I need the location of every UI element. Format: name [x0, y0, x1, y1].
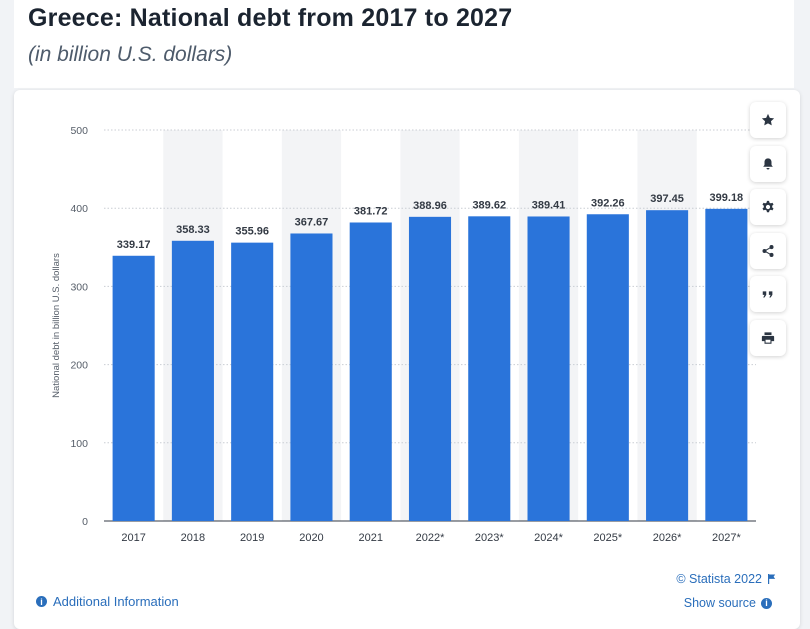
data-label: 339.17: [117, 239, 151, 251]
info-icon: i: [761, 597, 772, 609]
bar: [705, 208, 748, 521]
bar: [290, 233, 333, 521]
show-source-label: Show source: [683, 596, 756, 610]
page-title: Greece: National debt from 2017 to 2027: [28, 4, 513, 32]
bell-icon: [763, 157, 773, 170]
x-tick-label: 2027*: [712, 532, 741, 544]
data-label: 388.96: [413, 200, 447, 212]
quote-icon: [762, 291, 773, 298]
y-tick-label: 200: [70, 360, 88, 372]
share-icon: [762, 244, 774, 257]
additional-information-link[interactable]: i Additional Information: [36, 594, 179, 609]
data-label: 389.62: [472, 199, 506, 211]
y-axis-title: National debt in billion U.S. dollars: [51, 253, 62, 398]
print-icon: [761, 331, 775, 344]
share-button[interactable]: [750, 232, 786, 269]
x-tick-label: 2020: [299, 532, 323, 544]
bar: [112, 255, 155, 522]
data-label: 389.41: [532, 199, 566, 211]
data-label: 367.67: [295, 216, 329, 228]
data-label: 381.72: [354, 205, 388, 217]
bar: [646, 210, 689, 521]
x-tick-label: 2018: [181, 532, 205, 544]
flag-icon: [768, 574, 776, 584]
print-button[interactable]: [750, 319, 786, 356]
bar: [527, 216, 570, 521]
additional-information-label: Additional Information: [53, 594, 179, 609]
y-tick-label: 400: [70, 203, 88, 215]
data-label: 397.45: [650, 193, 684, 205]
y-tick-label: 300: [70, 281, 88, 293]
cite-button[interactable]: [750, 276, 786, 312]
y-tick-label: 0: [82, 516, 88, 528]
page-subtitle: (in billion U.S. dollars): [28, 43, 233, 66]
x-tick-label: 2017: [121, 532, 145, 544]
data-label: 358.33: [176, 224, 210, 236]
bar-chart: 0 100 200 300 400 500 National debt in billion…: [51, 125, 756, 544]
x-tick-label: 2023*: [475, 532, 504, 544]
bar: [349, 222, 392, 521]
gear-icon: [762, 200, 774, 213]
x-tick-label: 2025*: [593, 532, 622, 544]
bar: [408, 216, 452, 521]
y-tick-label: 500: [70, 125, 88, 137]
y-tick-label: 100: [70, 438, 88, 450]
x-tick-label: 2024*: [534, 532, 563, 544]
data-label: 355.96: [235, 226, 269, 238]
credit-text: © Statista 2022: [676, 572, 762, 586]
settings-button[interactable]: [750, 189, 786, 225]
bar: [468, 216, 511, 521]
chart-card: 0 100 200 300 400 500 National debt in billion…: [14, 90, 800, 629]
x-tick-label: 2021: [358, 532, 382, 544]
toolbar: [750, 102, 786, 363]
show-source-link[interactable]: Show source i: [684, 596, 778, 610]
favorite-button[interactable]: [750, 102, 786, 138]
x-tick-label: 2022*: [416, 532, 445, 544]
bar: [171, 240, 214, 521]
x-tick-label: 2026*: [653, 532, 682, 544]
header: Greece: National debt from 2017 to 2027 …: [14, 0, 794, 88]
info-icon: i: [36, 596, 47, 607]
star-icon: [761, 113, 775, 126]
bar: [231, 242, 274, 521]
x-tick-label: 2019: [240, 532, 264, 544]
bar: [586, 214, 629, 521]
copyright-credit: © Statista 2022: [676, 572, 776, 586]
data-label: 392.26: [591, 197, 625, 209]
data-label: 399.18: [710, 192, 744, 204]
notification-button[interactable]: [750, 145, 786, 182]
